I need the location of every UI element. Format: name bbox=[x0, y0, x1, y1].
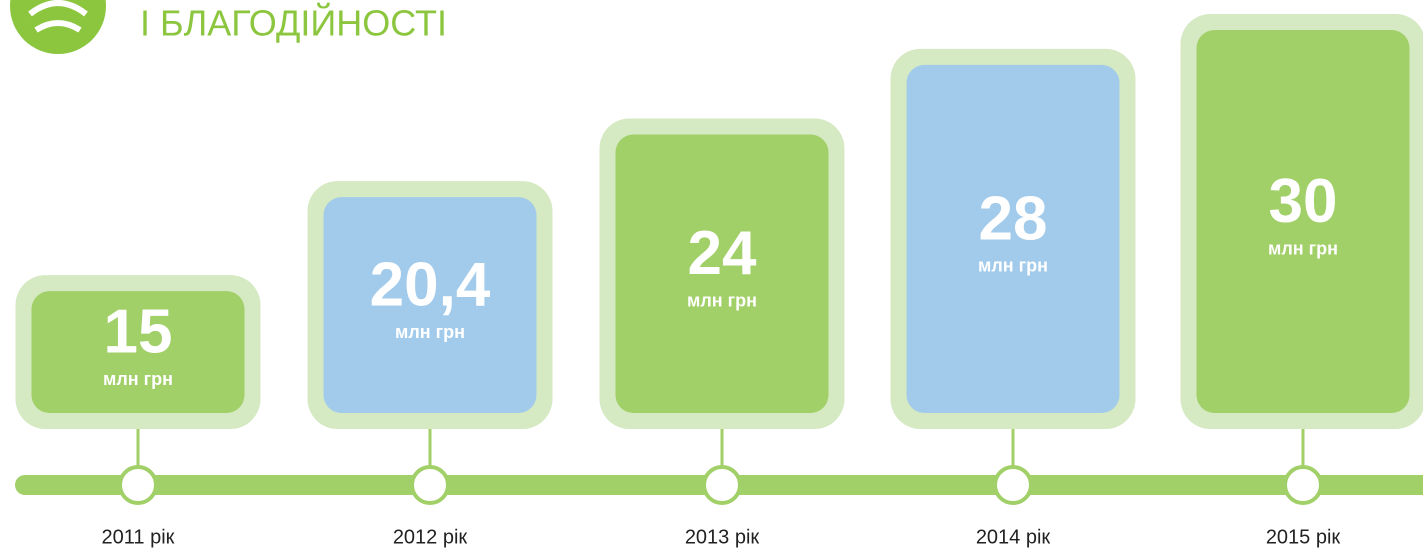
value-unit: млн грн bbox=[687, 290, 757, 310]
value-unit: млн грн bbox=[395, 322, 465, 342]
value-label: 28 bbox=[979, 184, 1048, 253]
value-unit: млн грн bbox=[103, 369, 173, 389]
bar bbox=[615, 134, 829, 414]
value-label: 15 bbox=[104, 297, 173, 366]
x-tick-label: 2012 рік bbox=[393, 526, 468, 548]
logo-glyph bbox=[28, 0, 88, 33]
value-unit: млн грн bbox=[978, 256, 1048, 276]
timeline-dot bbox=[702, 465, 742, 505]
bar bbox=[323, 197, 537, 413]
x-tick-label: 2013 рік bbox=[685, 526, 760, 548]
timeline-dot bbox=[1283, 465, 1323, 505]
value-label: 24 bbox=[688, 219, 757, 288]
value-label: 20,4 bbox=[370, 250, 491, 319]
x-tick-label: 2014 рік bbox=[976, 526, 1051, 548]
x-tick-label: 2011 рік bbox=[102, 526, 175, 548]
value-label: 30 bbox=[1269, 167, 1338, 236]
timeline-dot bbox=[118, 465, 158, 505]
bar bbox=[1196, 30, 1410, 413]
logo-icon bbox=[10, 0, 106, 54]
bar bbox=[31, 291, 245, 413]
chart-title: І БЛАГОДІЙНОСТІ bbox=[140, 2, 447, 44]
timeline-dot bbox=[993, 465, 1033, 505]
timeline-dot bbox=[410, 465, 450, 505]
x-tick-label: 2015 рік bbox=[1266, 526, 1341, 548]
bar bbox=[906, 64, 1120, 414]
value-unit: млн грн bbox=[1268, 238, 1338, 258]
